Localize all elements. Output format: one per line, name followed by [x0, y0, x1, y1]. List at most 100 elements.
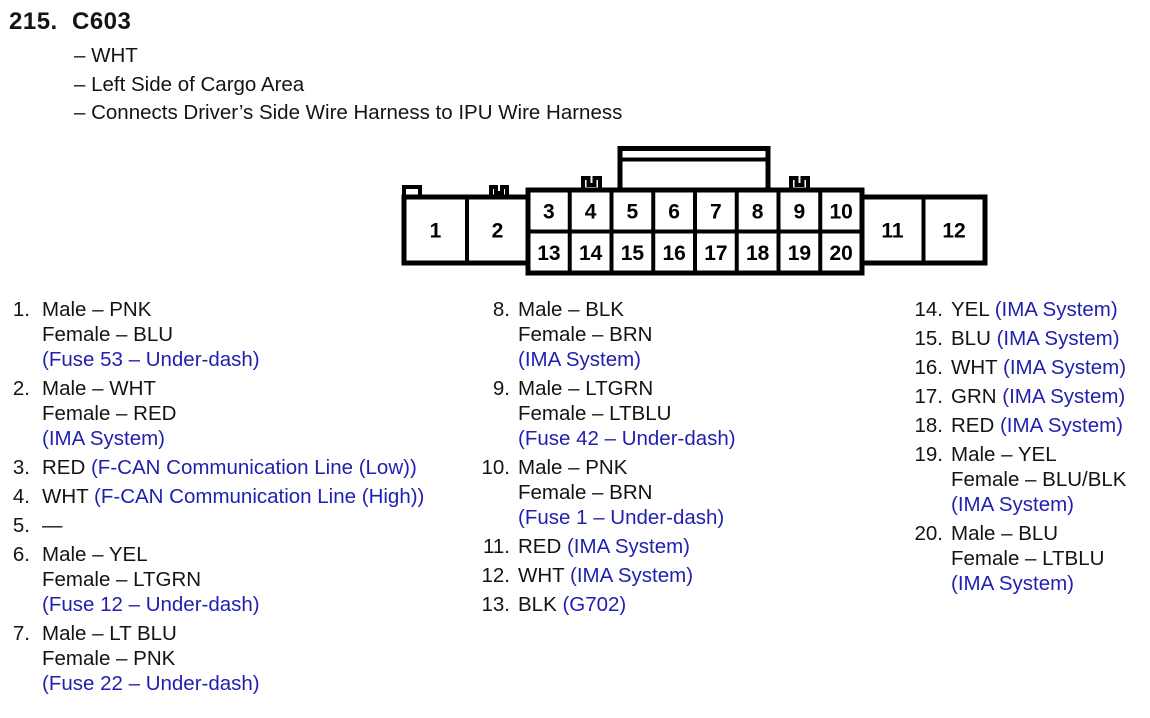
- reference-text: (F-CAN Communication Line (Low)): [90, 456, 417, 479]
- pin-column-3: 14. YEL (IMA System) 15. BLU (IMA System) 16…: [878, 297, 1127, 596]
- pin-number: 11.: [483, 535, 510, 558]
- cavity-13: 13: [537, 242, 560, 265]
- wire-color-text: Male – PNK: [42, 298, 152, 321]
- detail-location: – Left Side of Cargo Area: [74, 72, 305, 96]
- reference-text: (Fuse 42 – Under-dash): [518, 427, 736, 450]
- pin-description-line: Female – RED: [42, 401, 176, 426]
- wire-color-text: RED: [951, 414, 1000, 437]
- pin-description-line: —: [42, 513, 63, 538]
- wire-color-text: Male – YEL: [951, 443, 1057, 466]
- reference-text: (IMA System): [42, 427, 166, 450]
- pin-number: 2.: [12, 377, 30, 400]
- cavity-4: 4: [585, 201, 597, 224]
- pin-description-line: Female – BRN: [518, 480, 724, 505]
- pin-description-line: BLU (IMA System): [951, 326, 1120, 351]
- wire-color-text: WHT: [951, 356, 1004, 379]
- pin-description-line: Female – PNK: [42, 646, 260, 671]
- reference-text: (IMA System): [518, 348, 642, 371]
- reference-text: (IMA System): [951, 493, 1075, 516]
- pin-item-11: 11. RED (IMA System): [450, 534, 736, 559]
- reference-text: (IMA System): [1003, 356, 1127, 379]
- pin-number: 19.: [914, 443, 944, 466]
- wire-color-text: WHT: [518, 564, 571, 587]
- pin-item-4: 4. WHT (F-CAN Communication Line (High)): [2, 484, 425, 509]
- wire-color-text: RED: [518, 535, 567, 558]
- pin-description: Male – PNK Female – BLU (Fuse 53 – Under-d…: [42, 297, 260, 372]
- pin-column-2: 8. Male – BLK Female – BRN (IMA System) 9. Ma…: [450, 297, 736, 617]
- pin-item-17: 17. GRN (IMA System): [878, 384, 1126, 409]
- pin-item-5: 5. —: [2, 513, 424, 538]
- cavity-2: 2: [492, 220, 504, 243]
- connector-details: – WHT – Left Side of Cargo Area – Connec…: [74, 42, 622, 128]
- cavity-6: 6: [668, 201, 680, 224]
- pin-description: YEL (IMA System): [951, 297, 1118, 322]
- pin-number: 18.: [914, 414, 944, 437]
- pin-description: Male – YEL Female – LTGRN (Fuse 12 – Under…: [42, 542, 260, 617]
- pin-item-13: 13. BLK (G702): [450, 592, 736, 617]
- cavity-20: 20: [829, 242, 852, 265]
- pin-item-12: 12. WHT (IMA System): [450, 563, 736, 588]
- pin-item-3: 3. RED (F-CAN Communication Line (Low)): [2, 455, 424, 480]
- wire-color-text: Female – PNK: [42, 647, 176, 670]
- cavity-17: 17: [704, 242, 727, 265]
- reference-text: (IMA System): [994, 298, 1118, 321]
- pin-item-10: 10. Male – PNK Female – BRN (Fuse 1 – Under…: [450, 455, 736, 530]
- pin-description-line: Male – YEL: [42, 542, 260, 567]
- wire-color-text: —: [42, 514, 63, 537]
- pin-item-9: 9. Male – LTGRN Female – LTBLU (Fuse 42 – U…: [450, 376, 736, 451]
- reference-text: (Fuse 53 – Under-dash): [42, 348, 260, 371]
- pin-item-19: 19. Male – YEL Female – BLU/BLK (IMA System…: [878, 442, 1127, 517]
- pin-description: BLU (IMA System): [951, 326, 1120, 351]
- cavity-18: 18: [746, 242, 770, 265]
- cavity-11: 11: [881, 220, 904, 243]
- cavity-16: 16: [662, 242, 685, 265]
- reference-text: (Fuse 1 – Under-dash): [518, 506, 725, 529]
- cavity-1: 1: [430, 220, 442, 243]
- pin-description-line: Male – LTGRN: [518, 376, 736, 401]
- pin-description-line: (IMA System): [951, 492, 1126, 517]
- wire-color-text: Female – LTBLU: [951, 547, 1105, 570]
- pin-description-line: (Fuse 1 – Under-dash): [518, 505, 724, 530]
- pin-description-line: Female – BLU/BLK: [951, 467, 1126, 492]
- detail-color: – WHT: [74, 44, 138, 67]
- pin-description: Male – BLK Female – BRN (IMA System): [518, 297, 652, 372]
- reference-text: (IMA System): [566, 535, 690, 558]
- pin-description-line: Male – BLU: [951, 521, 1104, 546]
- pin-number: 1.: [12, 298, 30, 321]
- pin-number: 20.: [914, 522, 944, 545]
- wire-color-text: Female – BRN: [518, 481, 653, 504]
- wire-color-text: YEL: [951, 298, 995, 321]
- pin-description-line: Male – YEL: [951, 442, 1126, 467]
- wire-color-text: Female – RED: [42, 402, 177, 425]
- pin-column-1: 1. Male – PNK Female – BLU (Fuse 53 – Under…: [2, 297, 425, 696]
- reference-text: (IMA System): [996, 327, 1120, 350]
- pin-description: WHT (F-CAN Communication Line (High)): [42, 484, 424, 509]
- wire-color-text: Female – LTBLU: [518, 402, 672, 425]
- cavity-3: 3: [543, 201, 555, 224]
- pin-description: RED (F-CAN Communication Line (Low)): [42, 455, 417, 480]
- wire-color-text: BLU: [951, 327, 997, 350]
- pin-description: RED (IMA System): [951, 413, 1123, 438]
- pin-description-line: Female – BLU: [42, 322, 260, 347]
- pin-description-line: Male – PNK: [518, 455, 724, 480]
- wire-color-text: Female – BLU: [42, 323, 174, 346]
- pin-description-line: WHT (F-CAN Communication Line (High)): [42, 484, 424, 509]
- pin-number: 15.: [914, 327, 944, 350]
- pin-description: Male – PNK Female – BRN (Fuse 1 – Under-da…: [518, 455, 724, 530]
- pin-number: 4.: [12, 485, 30, 508]
- pin-description-line: Male – WHT: [42, 376, 176, 401]
- cavity-19: 19: [788, 242, 811, 265]
- pin-description: GRN (IMA System): [951, 384, 1125, 409]
- pin-description: Male – LT BLU Female – PNK (Fuse 22 – Unde…: [42, 621, 260, 696]
- pin-item-1: 1. Male – PNK Female – BLU (Fuse 53 – Under…: [2, 297, 424, 372]
- pin-description-line: (IMA System): [951, 571, 1104, 596]
- pin-number: 14.: [914, 298, 944, 321]
- pin-description-line: GRN (IMA System): [951, 384, 1125, 409]
- pin-description-line: YEL (IMA System): [951, 297, 1118, 322]
- pin-description-line: (Fuse 42 – Under-dash): [518, 426, 736, 451]
- cavity-5: 5: [627, 201, 639, 224]
- pin-description-line: Female – BRN: [518, 322, 652, 347]
- reference-text: (G702): [562, 593, 627, 616]
- pin-number: 3.: [12, 456, 30, 479]
- pin-item-14: 14. YEL (IMA System): [878, 297, 1126, 322]
